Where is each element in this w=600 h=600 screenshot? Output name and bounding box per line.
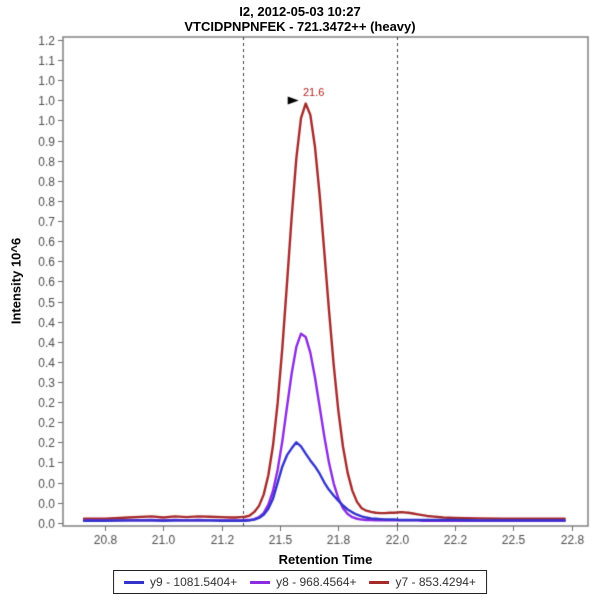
chart-title: I2, 2012-05-03 10:27 (239, 4, 361, 19)
legend-item: y7 - 853.4294+ (369, 575, 476, 589)
legend-label: y8 - 968.4564+ (276, 575, 357, 589)
chart-subtitle: VTCIDPNPNFEK - 721.3472++ (heavy) (184, 19, 416, 34)
legend-item: y9 - 1081.5404+ (124, 575, 237, 589)
series-color-swatch (250, 580, 271, 584)
legend-item: y8 - 968.4564+ (250, 575, 357, 589)
legend-label: y9 - 1081.5404+ (150, 575, 238, 589)
series-color-swatch (124, 580, 145, 584)
legend: y9 - 1081.5404+ y8 - 968.4564+ y7 - 853.… (113, 570, 487, 594)
series-color-swatch (369, 580, 390, 584)
legend-label: y7 - 853.4294+ (395, 575, 476, 589)
y-axis-title: Intensity 10^6 (8, 237, 24, 325)
x-axis-title: Retention Time (278, 552, 373, 567)
